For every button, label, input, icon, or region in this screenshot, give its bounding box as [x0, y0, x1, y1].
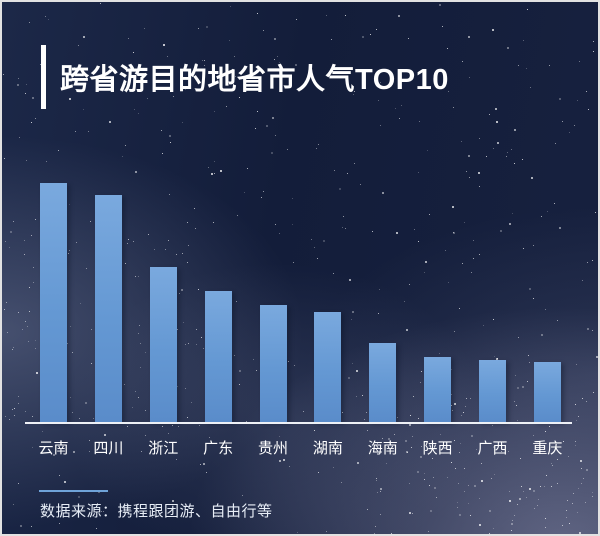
- category-label-广东: 广东: [203, 440, 234, 457]
- page-title: 跨省游目的地省市人气TOP10: [60, 64, 449, 96]
- bar-浙江: [149, 267, 177, 422]
- bar-云南: [40, 183, 67, 422]
- bar-海南: [369, 343, 397, 422]
- bar-广东: [204, 291, 232, 422]
- bar-广西: [479, 360, 506, 422]
- bar-湖南: [314, 312, 342, 422]
- bar-四川: [94, 195, 122, 422]
- bar-贵州: [259, 305, 287, 422]
- category-label-海南: 海南: [367, 440, 398, 457]
- title-accent-bar: [41, 45, 46, 109]
- category-label-四川: 四川: [93, 440, 124, 457]
- category-label-湖南: 湖南: [312, 440, 343, 457]
- data-source-note: 数据来源：携程跟团游、自由行等: [40, 503, 273, 520]
- category-label-重庆: 重庆: [532, 440, 563, 457]
- category-label-贵州: 贵州: [258, 440, 289, 457]
- x-axis-line: [25, 422, 572, 424]
- category-label-浙江: 浙江: [148, 440, 179, 457]
- category-label-陕西: 陕西: [422, 440, 453, 457]
- category-labels-row: 云南 四川 浙江 广东 贵州 湖南 海南 陕西 广西 重庆: [25, 439, 572, 459]
- plot-area: [25, 183, 572, 422]
- category-label-云南: 云南: [38, 440, 69, 457]
- chart-header: 跨省游目的地省市人气TOP10: [41, 45, 449, 109]
- category-label-广西: 广西: [477, 440, 508, 457]
- bar-重庆: [533, 362, 561, 422]
- footer-accent-line: [39, 490, 108, 492]
- bar-陕西: [424, 357, 452, 422]
